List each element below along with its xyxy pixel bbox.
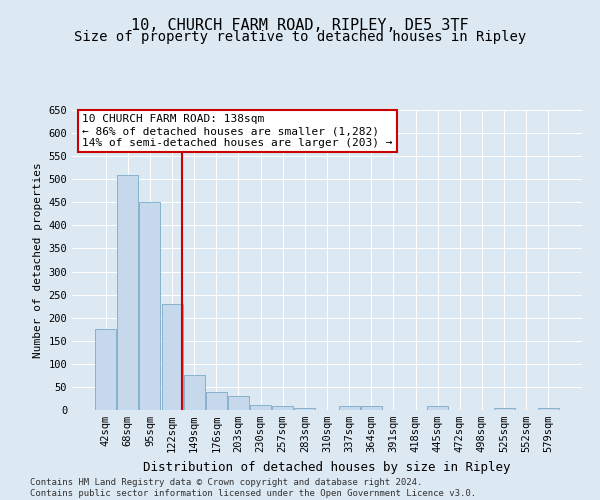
Bar [184, 376, 205, 410]
X-axis label: Distribution of detached houses by size in Ripley: Distribution of detached houses by size … [143, 460, 511, 473]
Bar [361, 406, 382, 410]
Y-axis label: Number of detached properties: Number of detached properties [33, 162, 43, 358]
Bar [272, 406, 293, 410]
Bar [538, 408, 559, 410]
Bar [228, 396, 249, 410]
Bar [139, 202, 160, 410]
Bar [118, 174, 139, 410]
Text: 10, CHURCH FARM ROAD, RIPLEY, DE5 3TF: 10, CHURCH FARM ROAD, RIPLEY, DE5 3TF [131, 18, 469, 32]
Bar [250, 406, 271, 410]
Text: 10 CHURCH FARM ROAD: 138sqm
← 86% of detached houses are smaller (1,282)
14% of : 10 CHURCH FARM ROAD: 138sqm ← 86% of det… [82, 114, 392, 148]
Bar [427, 406, 448, 410]
Bar [161, 304, 182, 410]
Bar [295, 408, 316, 410]
Bar [494, 408, 515, 410]
Bar [206, 392, 227, 410]
Bar [338, 406, 359, 410]
Bar [95, 329, 116, 410]
Text: Size of property relative to detached houses in Ripley: Size of property relative to detached ho… [74, 30, 526, 44]
Text: Contains HM Land Registry data © Crown copyright and database right 2024.
Contai: Contains HM Land Registry data © Crown c… [30, 478, 476, 498]
